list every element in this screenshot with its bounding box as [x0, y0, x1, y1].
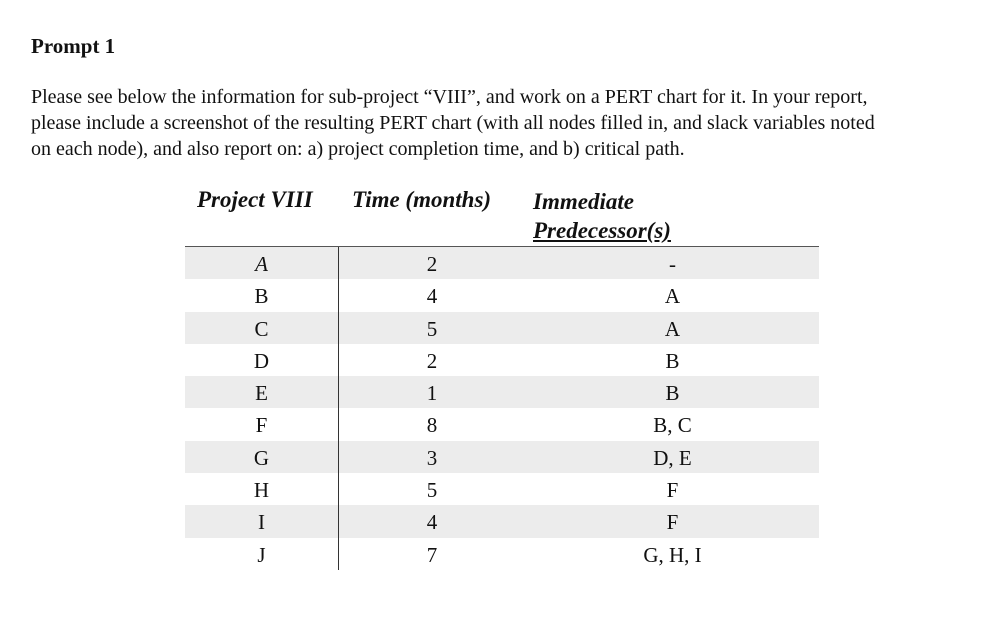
table-row: C 5 A [185, 311, 819, 344]
time-cell: 1 [426, 381, 438, 406]
predecessor-cell: A [664, 284, 681, 309]
predecessor-cell: B, C [653, 413, 692, 438]
activity-cell: I [258, 510, 265, 535]
paragraph-line-1: Please see below the information for sub… [31, 86, 868, 108]
time-cell: 8 [426, 413, 438, 438]
column-header-predecessors: Immediate Predecessor(s) [533, 187, 671, 245]
time-cell: 4 [426, 284, 438, 309]
activity-cell: D [253, 348, 270, 373]
column-header-project: Project VIII [197, 187, 313, 212]
predecessor-cell: B [665, 348, 680, 373]
predecessor-cell: G, H, I [643, 542, 702, 567]
table-row: B 4 A [185, 279, 819, 311]
table-row: A 2 - [185, 247, 819, 280]
table-column-divider [338, 247, 339, 570]
table-header-rule [185, 246, 819, 247]
time-cell: 4 [426, 510, 438, 535]
time-cell: 3 [426, 445, 438, 470]
table-row: E 1 B [185, 376, 819, 409]
activity-cell: C [254, 316, 269, 341]
table-row: D 2 B [185, 344, 819, 376]
time-cell: 2 [426, 252, 438, 276]
predecessor-cell: - [669, 252, 676, 276]
activity-cell: J [257, 542, 266, 567]
predecessor-cell: A [664, 316, 681, 341]
time-cell: 5 [426, 316, 438, 341]
column-header-time: Time (months) [352, 187, 492, 212]
time-cell: 5 [426, 478, 438, 503]
column-header-predecessors-line-1: Immediate [533, 189, 634, 214]
document-heading: Prompt 1 [31, 34, 116, 58]
instructions-paragraph: Please see below the information for sub… [31, 84, 971, 162]
table-row: H 5 F [185, 473, 819, 505]
column-header-predecessors-line-2: Predecessor(s) [533, 218, 671, 243]
time-cell: 7 [426, 542, 438, 567]
activity-table: A 2 - B 4 A C 5 A D 2 B E 1 B F 8 B, C G… [185, 247, 819, 570]
paragraph-line-3: on each node), and also report on: a) pr… [31, 138, 685, 160]
table-row: G 3 D, E [185, 440, 819, 474]
time-cell: 2 [426, 348, 438, 373]
table-row: I 4 F [185, 505, 819, 538]
predecessor-cell: B [665, 381, 680, 406]
activity-cell: E [255, 381, 268, 406]
predecessor-cell: F [666, 478, 679, 503]
table-row: F 8 B, C [185, 408, 819, 440]
activity-cell: B [254, 284, 269, 309]
paragraph-line-2: please include a screenshot of the resul… [31, 112, 875, 134]
activity-cell: H [253, 478, 270, 503]
activity-cell: F [255, 413, 268, 438]
activity-cell: A [255, 252, 268, 276]
activity-cell: G [253, 445, 270, 470]
table-row: J 7 G, H, I [185, 538, 819, 570]
predecessor-cell: F [666, 510, 679, 535]
predecessor-cell: D, E [653, 445, 692, 470]
